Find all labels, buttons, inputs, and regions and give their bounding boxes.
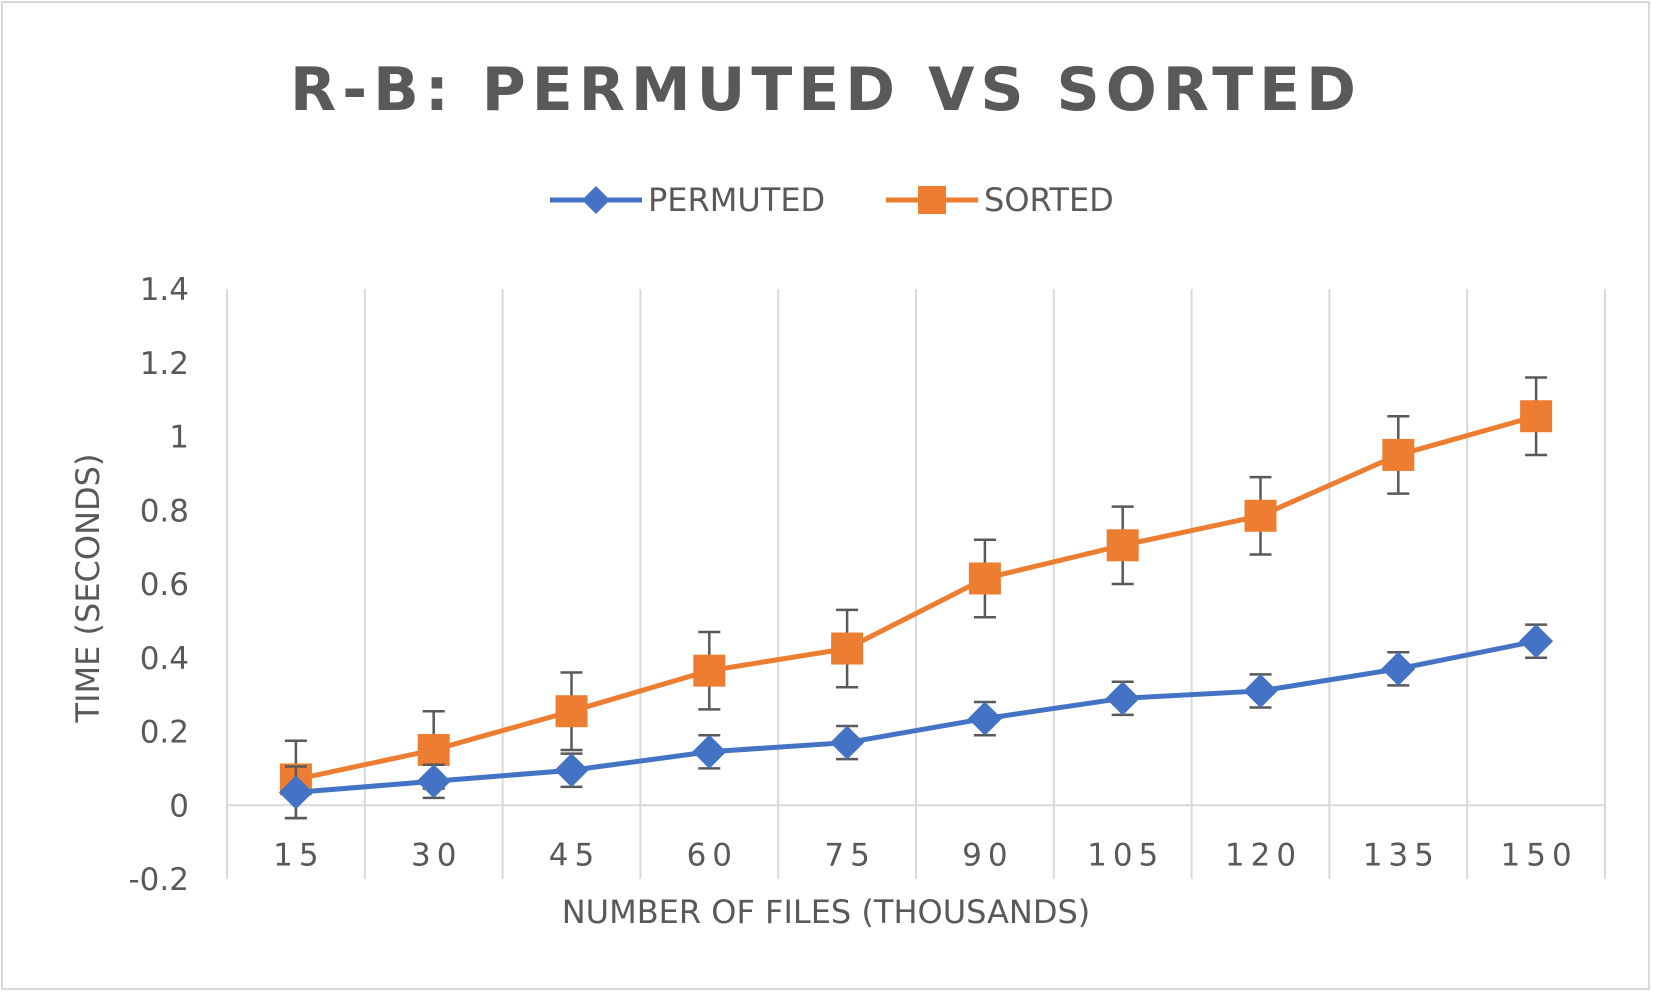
data-point — [1520, 400, 1553, 433]
x-tick-label: 45 — [549, 837, 600, 873]
x-tick-label: 120 — [1225, 837, 1302, 873]
legend-item-sorted: SORTED — [886, 181, 1114, 219]
data-point — [831, 632, 864, 665]
data-point — [554, 753, 589, 788]
y-tick-label: 0.8 — [140, 493, 189, 529]
x-tick-label: 135 — [1363, 837, 1440, 873]
legend-item-permuted: PERMUTED — [550, 181, 825, 219]
x-tick-label: 90 — [962, 837, 1013, 873]
y-tick-label: 0.4 — [140, 641, 189, 677]
data-point — [1106, 529, 1139, 562]
data-point — [1105, 681, 1140, 716]
gridlines — [226, 289, 1606, 879]
legend-label: PERMUTED — [648, 181, 825, 219]
data-point — [967, 701, 1002, 736]
x-tick-label: 60 — [687, 837, 738, 873]
data-point — [1244, 499, 1277, 532]
data-point — [416, 764, 451, 799]
x-tick-label: 15 — [273, 837, 324, 873]
data-point — [693, 654, 726, 687]
data-point — [692, 734, 727, 769]
data-point — [417, 733, 450, 766]
series-line — [295, 638, 1537, 795]
y-axis-ticks: -0.2 0 0.2 0.4 0.6 0.8 1 1.2 1.4 — [129, 272, 190, 898]
data-point — [555, 695, 588, 728]
x-tick-label: 30 — [411, 837, 462, 873]
x-axis-title: NUMBER OF FILES (THOUSANDS) — [562, 893, 1091, 931]
data-point — [830, 725, 865, 760]
data-point — [968, 562, 1001, 595]
y-tick-label: 0.6 — [140, 567, 189, 603]
x-tick-label: 75 — [824, 837, 875, 873]
series-permuted — [278, 623, 1554, 820]
data-point — [278, 775, 313, 810]
y-tick-label: 1 — [169, 420, 189, 456]
chart-title: R-B: PERMUTED VS SORTED — [290, 55, 1362, 125]
data-point — [1519, 624, 1554, 659]
series-layer — [278, 376, 1554, 820]
x-tick-label: 150 — [1501, 837, 1578, 873]
y-tick-label: 1.2 — [140, 346, 189, 382]
legend-marker — [918, 186, 946, 214]
y-tick-label: 0.2 — [140, 715, 189, 751]
line-chart: R-B: PERMUTED VS SORTED PERMUTED SORTED -… — [69, 55, 1606, 931]
data-point — [1381, 651, 1416, 686]
y-tick-label: 1.4 — [140, 272, 189, 308]
data-point — [1243, 673, 1278, 708]
series-line — [295, 413, 1537, 782]
legend-label: SORTED — [984, 181, 1114, 219]
legend-marker — [582, 186, 610, 214]
legend: PERMUTED SORTED — [550, 181, 1114, 219]
data-point — [1382, 438, 1415, 471]
y-tick-label: -0.2 — [129, 862, 190, 898]
y-tick-label: 0 — [169, 788, 189, 824]
x-tick-label: 105 — [1087, 837, 1164, 873]
x-axis-ticks: 15 30 45 60 75 90 105 120 135 150 — [273, 837, 1578, 873]
y-axis-title: TIME (SECONDS) — [69, 454, 107, 724]
